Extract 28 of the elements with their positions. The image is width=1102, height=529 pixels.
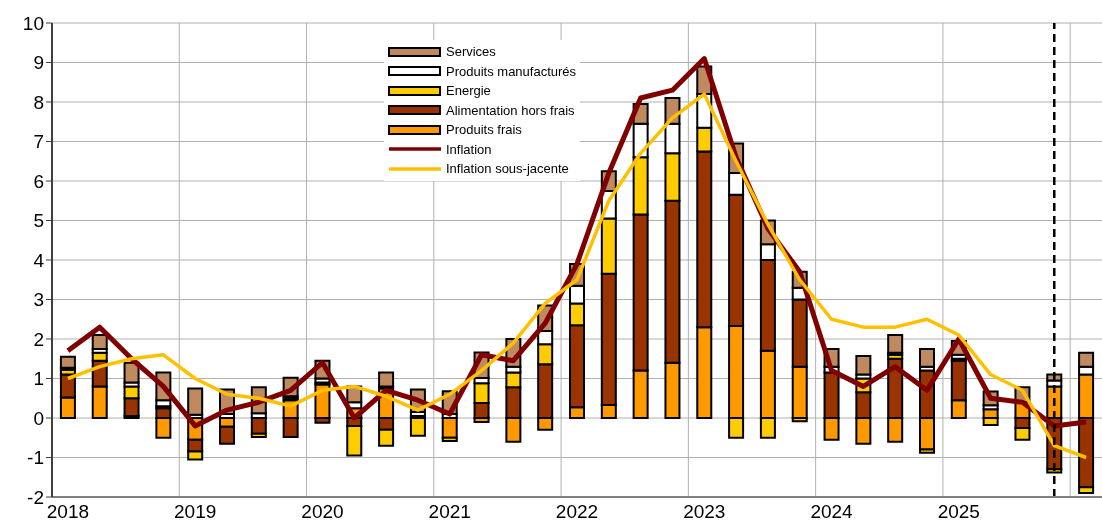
x-tick-label: 2024 (810, 501, 854, 523)
y-tick-label: 4 (33, 249, 45, 271)
legend-label: Energie (446, 82, 491, 100)
y-tick-label: 2 (33, 328, 44, 350)
x-tick-label: 2020 (301, 501, 344, 523)
x-tick-label: 2021 (428, 501, 471, 523)
y-tick-label: 10 (22, 12, 44, 34)
y-tick-label: -2 (27, 486, 44, 508)
y-tick-label: 8 (33, 91, 44, 113)
y-tick-label: 3 (33, 289, 44, 311)
y-tick-label: 0 (33, 407, 44, 429)
legend-label: Produits manufacturés (446, 62, 577, 81)
legend-label: Alimentation hors frais (446, 101, 575, 120)
y-tick-label: -1 (27, 447, 44, 469)
legend-label: Produits frais (446, 121, 522, 139)
y-tick-label: 7 (33, 131, 44, 153)
x-tick-label: 2022 (555, 501, 599, 523)
legend-label: Services (446, 43, 496, 61)
legend-label: Inflation sous-jacente (446, 160, 569, 178)
legend-label: Inflation (446, 140, 492, 159)
y-tick-label: 9 (33, 52, 44, 74)
x-tick-label: 2018 (46, 501, 90, 523)
y-tick-label: 5 (33, 210, 44, 232)
x-tick-label: 2023 (683, 501, 726, 523)
x-tick-label: 2019 (174, 501, 217, 523)
y-tick-label: 1 (33, 368, 44, 390)
y-tick-label: 6 (33, 170, 44, 192)
x-tick-label: 2025 (937, 501, 980, 523)
